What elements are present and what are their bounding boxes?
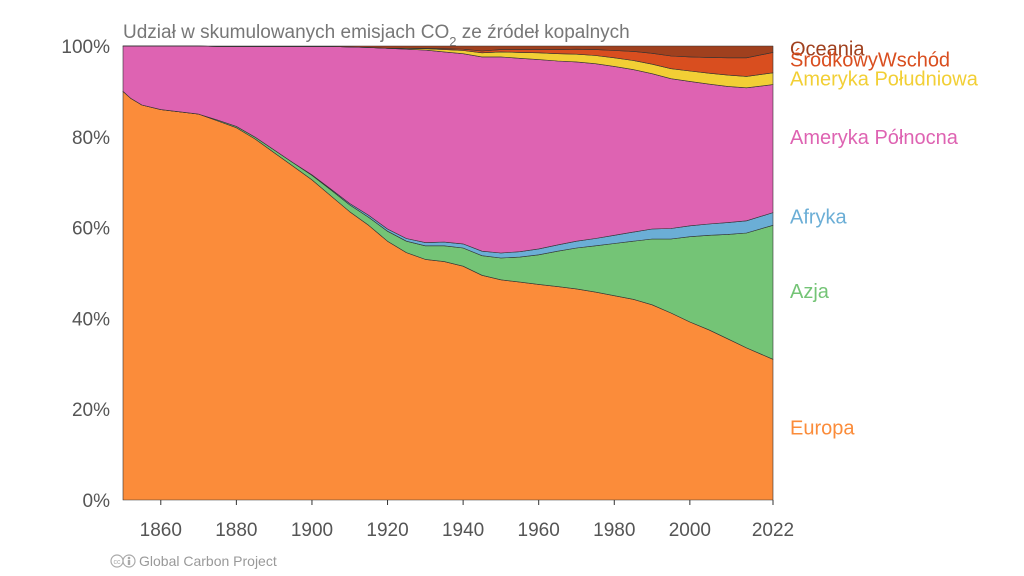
y-tick-label: 0% [83,491,111,512]
x-tick-label: 1900 [291,520,333,541]
x-tick-label: 2022 [752,520,794,541]
legend-label-afryka: Afryka [790,206,848,228]
x-tick-label: 1980 [593,520,635,541]
x-axis: 1860 1880 1900 1920 1940 1960 1980 2000 2022 [140,500,794,541]
y-tick-label: 20% [72,400,110,421]
svg-text:cc: cc [114,559,122,566]
legend-label-srodkowywschod: ŚrodkowyWschód [790,48,950,72]
x-tick-label: 1940 [442,520,484,541]
area-layer [122,45,774,501]
legend-label-ameryka-poludniowa: Ameryka Południowa [790,69,979,91]
footer-credit: cc Global Carbon Project [110,553,277,569]
credit-text: Global Carbon Project [139,553,277,569]
x-tick-label: 1860 [140,520,182,541]
legend-label-europa: Europa [790,417,855,439]
x-tick-label: 1880 [215,520,257,541]
y-tick-label: 80% [72,128,110,149]
x-tick-label: 2000 [669,520,711,541]
chart-title: Udział w skumulowanych emisjach CO2 ze ź… [123,22,630,49]
legend-label-oceania: Oceania [790,39,865,61]
y-tick-label: 60% [72,219,110,240]
legend-label-ameryka-polnocna: Ameryka Północna [790,127,959,149]
legend-label-azja: Azja [790,281,830,303]
y-axis: 0% 20% 40% 60% 80% 100% [61,37,110,512]
y-tick-label: 100% [61,37,110,58]
cc-by-icon: cc [110,554,136,568]
area-oceania [122,45,774,59]
y-tick-label: 40% [72,309,110,330]
x-tick-label: 1920 [366,520,408,541]
x-tick-label: 1960 [518,520,560,541]
